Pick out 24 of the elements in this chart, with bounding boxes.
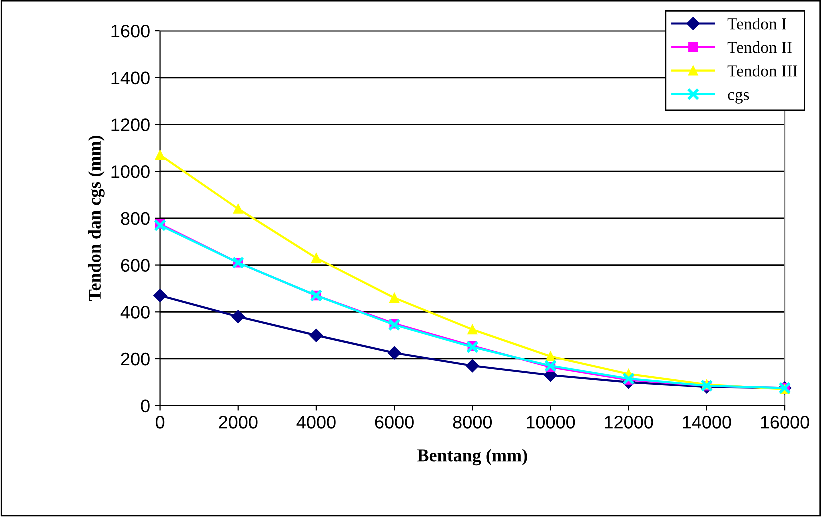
x-tick-label: 4000: [296, 416, 336, 429]
x-tick-label: 10000: [527, 416, 576, 429]
x-axis-title: Bentang (mm): [418, 449, 528, 466]
legend-label: cgs: [728, 92, 750, 104]
x-tick-label: 6000: [375, 416, 414, 429]
x-tick-label: 8000: [453, 416, 492, 429]
legend-label: Tendon III: [728, 65, 798, 77]
y-tick-label: 1200: [112, 118, 150, 132]
y-tick-label: 1000: [112, 166, 150, 178]
y-tick-label: 600: [121, 259, 150, 272]
legend-label: Tendon II: [728, 42, 792, 54]
x-tick-label: 12000: [605, 416, 654, 429]
y-tick-label: 200: [121, 352, 150, 366]
x-tick-label: 16000: [761, 416, 810, 429]
y-tick-label: 0: [141, 400, 150, 413]
legend-label: Tendon I: [728, 18, 786, 30]
x-tick-label: 2000: [219, 416, 258, 429]
y-tick-label: 1600: [112, 24, 150, 38]
x-tick-label: 14000: [683, 416, 732, 429]
y-tick-label: 400: [120, 306, 150, 319]
y-axis-title: Tendon dan cgs (mm): [88, 136, 105, 302]
y-tick-label: 1400: [112, 72, 150, 85]
x-tick-label: 0: [156, 416, 165, 429]
y-tick-label: 800: [121, 212, 150, 226]
